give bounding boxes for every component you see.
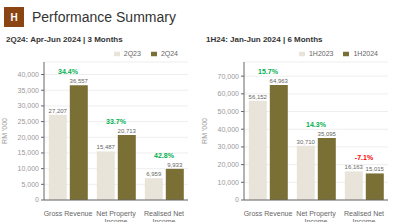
svg-text:RM '000: RM '000	[8, 118, 9, 144]
svg-text:60,000: 60,000	[218, 90, 240, 97]
svg-text:50,000: 50,000	[218, 108, 240, 115]
svg-text:25,000: 25,000	[18, 118, 40, 125]
svg-text:20,713: 20,713	[118, 128, 137, 134]
svg-text:Gross Revenue: Gross Revenue	[244, 210, 293, 217]
svg-text:70,000: 70,000	[218, 73, 240, 80]
svg-text:15,015: 15,015	[366, 166, 385, 172]
svg-text:40,000: 40,000	[18, 71, 40, 78]
svg-text:27,207: 27,207	[49, 108, 68, 114]
svg-text:Net PropertyIncome: Net PropertyIncome	[296, 210, 336, 222]
svg-text:40,000: 40,000	[218, 126, 240, 133]
html-text:1H2024: 1H2024	[353, 50, 378, 57]
svg-text:10,000: 10,000	[218, 179, 240, 186]
html-text:Performance Summary: Performance Summary	[32, 9, 176, 25]
svg-text:30,710: 30,710	[297, 139, 316, 145]
svg-text:30,000: 30,000	[18, 102, 40, 109]
svg-text:0: 0	[235, 196, 239, 203]
svg-text:34.4%: 34.4%	[58, 68, 79, 75]
svg-text:20,000: 20,000	[18, 134, 40, 141]
svg-text:Realised NetIncome: Realised NetIncome	[144, 210, 184, 222]
svg-text:15,487: 15,487	[97, 144, 116, 150]
svg-text:16,163: 16,163	[345, 164, 364, 170]
svg-text:10,000: 10,000	[18, 165, 40, 172]
svg-text:56,152: 56,152	[249, 94, 268, 100]
svg-text:35,095: 35,095	[318, 131, 337, 137]
svg-text:30,000: 30,000	[218, 143, 240, 150]
svg-text:42.8%: 42.8%	[154, 152, 175, 159]
svg-text:0: 0	[35, 196, 39, 203]
html-text:2Q23: 2Q23	[123, 50, 141, 57]
svg-text:Gross Revenue: Gross Revenue	[44, 210, 93, 217]
svg-text:9,933: 9,933	[167, 162, 183, 168]
svg-text:-7.1%: -7.1%	[355, 154, 374, 161]
svg-text:36,557: 36,557	[70, 78, 89, 84]
svg-text:14.3%: 14.3%	[306, 121, 327, 128]
svg-text:6,959: 6,959	[146, 171, 162, 177]
svg-text:15.7%: 15.7%	[258, 68, 279, 75]
svg-text:64,963: 64,963	[270, 78, 289, 84]
svg-text:5,000: 5,000	[21, 181, 39, 188]
svg-text:33.7%: 33.7%	[106, 118, 127, 125]
html-text:2Q24: Apr-Jun 2024 | 3 Months: 2Q24: Apr-Jun 2024 | 3 Months	[6, 35, 123, 44]
svg-text:RM '000: RM '000	[201, 118, 208, 144]
svg-text:Realised NetIncome: Realised NetIncome	[344, 210, 384, 222]
svg-text:Net PropertyIncome: Net PropertyIncome	[96, 210, 136, 222]
html-text:1H24: Jan-Jun 2024 | 6 Months: 1H24: Jan-Jun 2024 | 6 Months	[206, 35, 323, 44]
html-text:1H2023: 1H2023	[308, 50, 334, 57]
svg-text:20,000: 20,000	[218, 161, 240, 168]
html-text:2Q24: 2Q24	[160, 50, 178, 57]
svg-text:15,000: 15,000	[18, 149, 40, 156]
svg-text:35,000: 35,000	[18, 87, 40, 94]
html-text:H: H	[10, 11, 18, 23]
